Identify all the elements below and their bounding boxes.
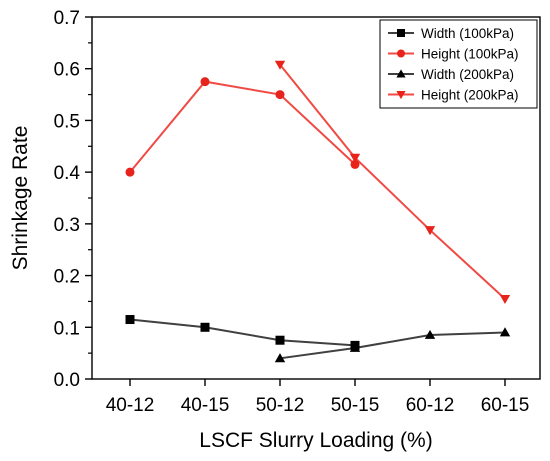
y-tick-label: 0.5 bbox=[54, 111, 80, 132]
plot-lines bbox=[129, 63, 506, 360]
series-line-1 bbox=[129, 318, 356, 347]
legend: Width (100kPa) Height (100kPa) Width (200k… bbox=[379, 19, 538, 109]
data-point bbox=[349, 342, 361, 352]
legend-marker bbox=[396, 91, 406, 100]
y-tick-label: 0.1 bbox=[54, 318, 80, 339]
series-line-4 bbox=[279, 63, 506, 300]
x-tick-label: 60-12 bbox=[406, 395, 455, 416]
legend-marker bbox=[396, 69, 406, 78]
x-tick-label: 60-15 bbox=[481, 395, 530, 416]
data-point bbox=[349, 153, 361, 163]
x-tick-label: 40-12 bbox=[106, 395, 155, 416]
legend-label: Height (200kPa) bbox=[421, 88, 519, 103]
data-point bbox=[125, 315, 135, 325]
y-tick-label: 0.0 bbox=[54, 370, 80, 391]
data-point bbox=[424, 226, 436, 236]
data-point bbox=[275, 335, 285, 345]
x-axis-title: LSCF Slurry Loading (%) bbox=[199, 429, 432, 452]
x-tick-label: 50-12 bbox=[256, 395, 305, 416]
legend-label: Height (100kPa) bbox=[421, 47, 519, 62]
axis-tick-labels: 0.0 0.1 0.2 0.3 0.4 0.5 0.6 0.7 40-12 40-15 50-12 5… bbox=[54, 8, 530, 416]
legend-label: Width (100kPa) bbox=[421, 26, 514, 41]
series-line-3 bbox=[279, 331, 506, 360]
y-axis-title: Shrinkage Rate bbox=[9, 126, 32, 271]
y-tick-label: 0.4 bbox=[54, 163, 81, 184]
legend-marker bbox=[397, 49, 405, 58]
data-point bbox=[424, 329, 436, 339]
legend-box bbox=[379, 19, 538, 109]
data-point bbox=[200, 77, 210, 87]
y-tick-label: 0.2 bbox=[54, 267, 80, 288]
data-point bbox=[125, 167, 135, 177]
data-point bbox=[274, 353, 286, 363]
data-point bbox=[350, 159, 360, 169]
data-point bbox=[499, 294, 511, 305]
x-tick-label: 40-15 bbox=[181, 395, 230, 416]
legend-label: Width (200kPa) bbox=[421, 67, 514, 82]
data-point bbox=[274, 60, 286, 70]
x-tick-label: 50-15 bbox=[331, 395, 380, 416]
data-point bbox=[499, 327, 511, 337]
axis-ticks bbox=[85, 16, 506, 386]
y-tick-label: 0.3 bbox=[54, 215, 80, 236]
plot-markers bbox=[125, 60, 511, 363]
legend-marker bbox=[397, 29, 405, 37]
data-point bbox=[200, 322, 210, 332]
series-line-2 bbox=[129, 80, 356, 173]
y-tick-label: 0.6 bbox=[54, 60, 80, 81]
data-point bbox=[275, 90, 285, 100]
y-tick-label: 0.7 bbox=[54, 8, 80, 29]
